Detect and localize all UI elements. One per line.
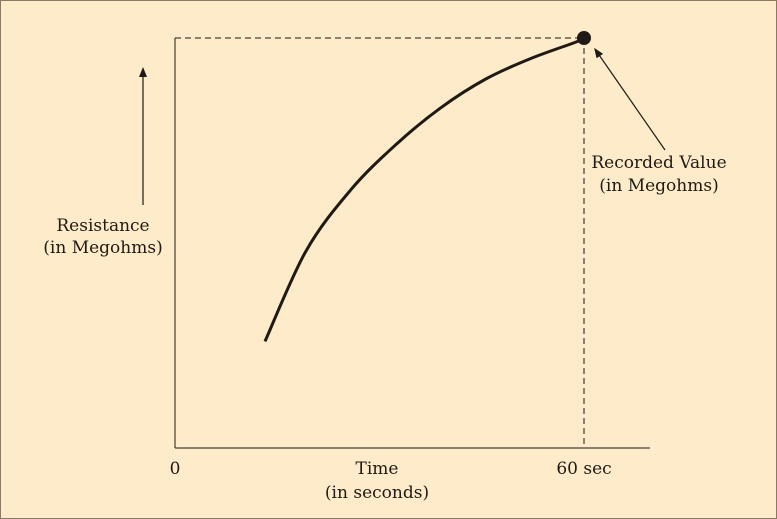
x-axis-label-line2: (in seconds) bbox=[325, 483, 429, 503]
x-tick-label-0: 0 bbox=[170, 459, 181, 479]
annotation-label-line1: Recorded Value bbox=[591, 153, 726, 173]
x-axis-label-line1: Time bbox=[356, 459, 399, 479]
annotation-label-line2: (in Megohms) bbox=[599, 176, 718, 196]
y-axis-label-line1: Resistance bbox=[56, 216, 149, 236]
y-axis-label-line2: (in Megohms) bbox=[43, 238, 162, 258]
annotation-arrow bbox=[594, 47, 666, 151]
resistance-curve bbox=[263, 36, 585, 343]
recorded-value-point bbox=[577, 31, 591, 45]
x-tick-label-60: 60 sec bbox=[556, 459, 611, 479]
